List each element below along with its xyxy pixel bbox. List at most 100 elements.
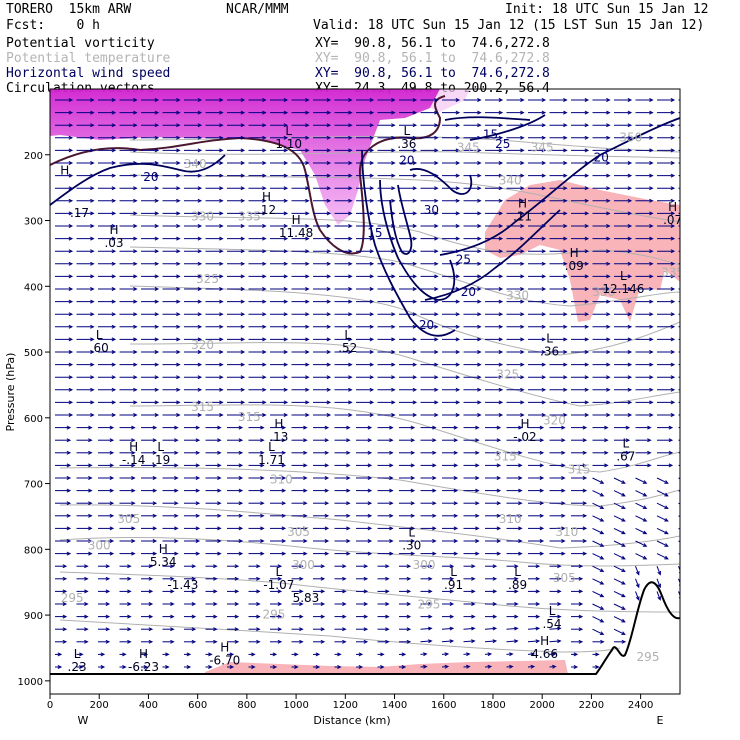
- vector-arrow: [463, 589, 476, 594]
- vector-arrow: [55, 173, 74, 178]
- vector-arrow: [76, 312, 95, 317]
- vector-arrow: [98, 98, 117, 102]
- vector-arrow: [399, 375, 418, 380]
- vector-arrow: [485, 576, 498, 581]
- extremum-marker: L: [546, 331, 553, 345]
- vector-arrow: [270, 224, 289, 228]
- theta-contour-label: 335: [238, 210, 261, 224]
- vector-arrow: [506, 375, 525, 380]
- vector-arrow: [377, 476, 394, 480]
- extremum-value: .36: [540, 344, 559, 358]
- vector-arrow: [635, 502, 648, 509]
- vector-arrow: [162, 135, 181, 140]
- vector-arrow: [485, 186, 504, 191]
- vector-arrow: [98, 425, 115, 430]
- vector-arrow: [635, 198, 654, 203]
- theta-contour-label: 315: [568, 463, 591, 477]
- vector-arrow: [656, 566, 662, 576]
- vector-arrow: [227, 551, 244, 556]
- vector-arrow: [98, 602, 111, 606]
- vector-arrow: [442, 576, 455, 581]
- vector-arrow: [399, 627, 412, 632]
- vector-arrow: [463, 135, 482, 140]
- vector-arrow: [227, 161, 246, 165]
- vector-arrow: [571, 539, 588, 543]
- vector-arrow: [55, 438, 72, 443]
- vector-arrow: [377, 375, 396, 380]
- vector-arrow: [227, 249, 246, 254]
- vector-arrow: [334, 639, 347, 644]
- vector-arrow: [76, 413, 95, 417]
- vector-arrow: [248, 274, 267, 279]
- vector-arrow: [184, 387, 203, 392]
- vector-arrow: [442, 123, 461, 128]
- vector-arrow: [356, 463, 373, 468]
- vector-arrow: [76, 501, 93, 506]
- vector-arrow: [549, 413, 568, 417]
- vector-arrow: [334, 526, 351, 531]
- theta-contour-label: 310: [555, 525, 578, 539]
- vector-arrow: [334, 274, 353, 279]
- vector-arrow: [528, 261, 547, 266]
- extremum-marker: H: [60, 164, 69, 178]
- vector-arrow: [76, 450, 93, 455]
- vector-arrow: [270, 161, 289, 165]
- vector-arrow: [592, 652, 600, 657]
- vector-arrow: [592, 490, 605, 497]
- vector-arrow: [248, 438, 265, 443]
- vector-arrow: [313, 186, 332, 191]
- vector-arrow: [656, 591, 662, 601]
- vector-arrow: [485, 425, 502, 430]
- vector-arrow: [549, 375, 568, 380]
- vector-arrow: [162, 652, 170, 657]
- vector-arrow: [184, 488, 201, 493]
- vector-arrow: [162, 564, 175, 569]
- vector-arrow: [678, 338, 680, 340]
- vector-arrow: [549, 362, 568, 367]
- vector-arrow: [678, 99, 680, 101]
- vector-arrow: [205, 602, 218, 606]
- vector-arrow: [227, 236, 246, 241]
- vector-arrow: [76, 173, 95, 178]
- vector-arrow: [141, 501, 158, 506]
- vector-arrow: [76, 274, 95, 279]
- theta-contour-label: 330: [592, 285, 615, 299]
- vector-arrow: [119, 501, 136, 506]
- vector-arrow: [420, 123, 439, 128]
- vector-arrow: [571, 627, 584, 632]
- vector-arrow: [141, 236, 160, 241]
- vector-arrow: [162, 413, 181, 417]
- vector-arrow: [119, 337, 138, 342]
- vector-arrow: [119, 551, 136, 556]
- vector-arrow: [162, 551, 179, 556]
- vector-arrow: [377, 602, 390, 606]
- vector-arrow: [485, 350, 504, 354]
- vector-arrow: [549, 551, 566, 556]
- vector-arrow: [527, 652, 536, 657]
- vector-arrow: [678, 427, 680, 429]
- vector-arrow: [227, 463, 244, 468]
- vector-arrow: [463, 110, 482, 115]
- vector-arrow: [227, 211, 246, 216]
- vector-arrow: [463, 324, 482, 329]
- vector-arrow: [205, 476, 222, 480]
- vector-arrow: [592, 375, 611, 380]
- vector-arrow: [592, 186, 611, 191]
- vector-arrow: [377, 324, 396, 329]
- vector-arrow: [270, 602, 283, 606]
- vector-arrow: [399, 337, 418, 342]
- vector-arrow: [549, 400, 568, 405]
- vector-arrow: [119, 198, 138, 203]
- vector-arrow: [98, 539, 115, 543]
- vector-arrow: [571, 211, 590, 216]
- vector-arrow: [205, 501, 222, 506]
- vector-arrow: [55, 463, 72, 468]
- vector-arrow: [141, 425, 158, 430]
- vector-arrow: [141, 362, 160, 367]
- vector-arrow: [614, 400, 633, 405]
- vector-arrow: [119, 438, 136, 443]
- vector-arrow: [313, 513, 330, 518]
- vector-arrow: [635, 477, 648, 484]
- vector-arrow: [420, 110, 439, 115]
